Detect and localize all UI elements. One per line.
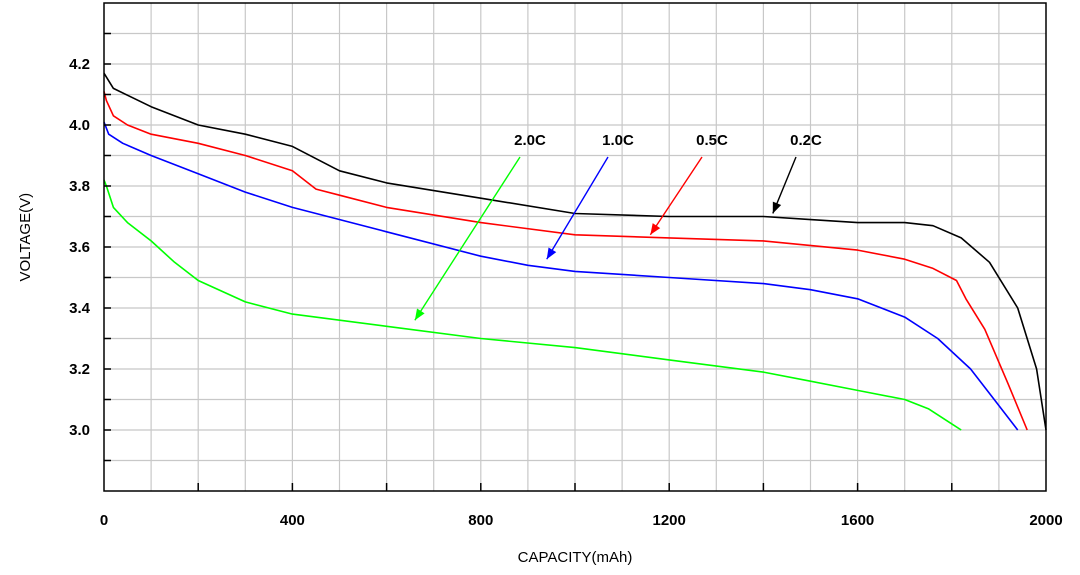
- series-line-0.2C: [103, 72, 1047, 431]
- y-tick-label: 3.2: [69, 361, 90, 378]
- series-labels: 0.2C 0.5C 1.0C 2.0C: [514, 132, 822, 149]
- series-line-1.0C: [103, 121, 1019, 431]
- series-label-0.5C: 0.5C: [696, 132, 728, 149]
- x-tick-label: 400: [280, 512, 305, 529]
- series-label-1.0C: 1.0C: [602, 132, 634, 149]
- series-lines: [103, 72, 1047, 431]
- arrow-head-0.5C: [650, 223, 661, 235]
- y-tick-label: 4.0: [69, 117, 90, 134]
- x-tick-label: 2000: [1029, 512, 1062, 529]
- arrow-head-0.2C: [772, 201, 782, 214]
- y-tick-label: 3.8: [69, 178, 90, 195]
- x-tick-label: 1200: [653, 512, 686, 529]
- series-arrows: [414, 156, 797, 321]
- x-tick-label: 0: [100, 512, 108, 529]
- series-label-2.0C: 2.0C: [514, 132, 546, 149]
- x-axis-title: CAPACITY(mAh): [518, 549, 633, 566]
- x-tick-label: 1600: [841, 512, 874, 529]
- arrow-head-1.0C: [546, 247, 557, 260]
- tick-labels: 0 400 800 1200 1600 2000 3.0 3.2 3.4 3.6 3.8 4.0 4.2: [69, 56, 1063, 529]
- series-line-0.5C: [103, 91, 1028, 431]
- arrow-line-1.0C: [546, 156, 609, 260]
- x-tick-label: 800: [468, 512, 493, 529]
- series-line-2.0C: [103, 179, 962, 431]
- arrow-line-0.5C: [649, 156, 703, 236]
- y-tick-label: 4.2: [69, 56, 90, 73]
- tick-marks: [104, 32, 953, 491]
- grid: [104, 3, 1046, 491]
- y-tick-label: 3.0: [69, 422, 90, 439]
- y-axis-title: VOLTAGE(V): [17, 193, 34, 282]
- y-tick-label: 3.6: [69, 239, 90, 256]
- arrow-head-2.0C: [414, 308, 425, 321]
- arrow-line-2.0C: [414, 156, 521, 321]
- y-tick-label: 3.4: [69, 300, 91, 317]
- series-label-0.2C: 0.2C: [790, 132, 822, 149]
